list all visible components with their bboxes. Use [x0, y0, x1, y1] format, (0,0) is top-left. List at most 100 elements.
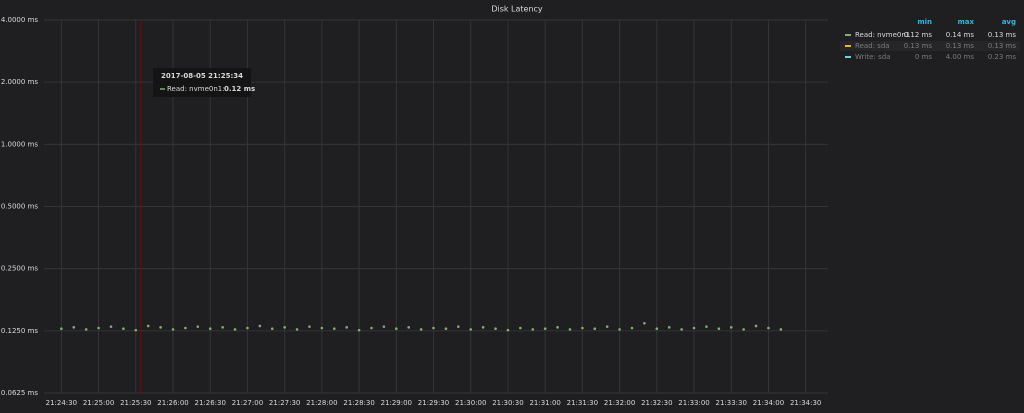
legend-stat: 0.13 ms [988, 31, 1017, 39]
point [97, 326, 100, 330]
y-tick-label: 0.0625 ms [1, 389, 39, 397]
point [680, 328, 683, 331]
point [84, 328, 88, 331]
x-tick-label: 21:33:30 [716, 399, 747, 407]
legend-stat: 0.13 ms [988, 42, 1017, 50]
x-tick-label: 21:27:00 [232, 399, 263, 407]
point [581, 326, 584, 330]
point [729, 326, 733, 329]
x-tick-label: 21:25:00 [83, 399, 114, 407]
x-tick-label: 21:25:30 [120, 399, 151, 407]
y-tick-label: 4.0000 ms [1, 16, 39, 24]
point [246, 326, 249, 330]
point [742, 328, 745, 331]
legend-name: Write: sda [855, 53, 890, 61]
point [270, 327, 274, 331]
tooltip-box [153, 68, 251, 97]
point [469, 328, 473, 331]
point [779, 328, 783, 331]
legend-stat: 4.00 ms [946, 53, 975, 61]
point [419, 328, 423, 331]
x-tick-label: 21:33:00 [678, 399, 709, 407]
x-tick-label: 21:26:00 [157, 399, 188, 407]
point [506, 328, 510, 332]
point [543, 327, 547, 331]
legend-name: Read: sda [855, 42, 890, 50]
point [122, 327, 125, 331]
x-tick-label: 21:28:00 [306, 399, 337, 407]
point [407, 326, 411, 329]
x-tick-label: 21:34:00 [753, 399, 784, 407]
point [754, 324, 758, 328]
point [667, 326, 671, 329]
y-tick-label: 1.0000 ms [1, 140, 39, 148]
point [196, 325, 200, 328]
point [208, 327, 212, 331]
point [233, 328, 237, 331]
point [767, 326, 770, 330]
y-tick-label: 2.0000 ms [1, 78, 39, 86]
point [717, 327, 721, 331]
tooltip-value: 0.12 ms [224, 85, 255, 93]
point [605, 325, 609, 328]
legend-stat: 0.12 ms [904, 31, 933, 39]
tooltip-time: 2017-08-05 21:25:34 [161, 72, 243, 80]
point [345, 326, 348, 329]
y-tick-label: 0.1250 ms [1, 327, 39, 335]
point [568, 328, 572, 331]
legend-stat: 0.13 ms [904, 42, 933, 50]
point [221, 326, 224, 329]
x-tick-label: 21:31:30 [567, 399, 598, 407]
x-tick-label: 21:31:00 [529, 399, 560, 407]
point [531, 328, 535, 331]
legend-name: Read: nvme0n1 [855, 31, 910, 39]
point [395, 327, 398, 331]
point [357, 328, 361, 332]
x-tick-label: 21:27:30 [269, 399, 300, 407]
point [630, 326, 634, 330]
x-tick-label: 21:32:30 [641, 399, 672, 407]
point [519, 326, 522, 330]
x-tick-label: 21:32:00 [604, 399, 635, 407]
legend-stat: 0.23 ms [988, 53, 1017, 61]
point [134, 328, 138, 332]
x-tick-label: 21:34:30 [790, 399, 821, 407]
point [320, 326, 324, 330]
x-tick-label: 21:30:30 [492, 399, 523, 407]
legend-stat: 0.13 ms [946, 42, 975, 50]
x-tick-label: 21:29:00 [381, 399, 412, 407]
point [618, 328, 621, 331]
point [444, 327, 448, 331]
point [593, 327, 597, 331]
x-tick-label: 21:30:00 [455, 399, 486, 407]
legend-stat: 0 ms [915, 53, 932, 61]
legend-header: avg [1002, 18, 1016, 26]
point [556, 326, 559, 329]
y-tick-label: 0.5000 ms [1, 203, 39, 211]
point [308, 325, 311, 328]
legend-row-bg [840, 41, 1020, 51]
point [370, 326, 373, 330]
point [109, 325, 113, 328]
point [159, 326, 162, 329]
point [258, 324, 262, 328]
tooltip-label: Read: nvme0n1: [167, 85, 225, 93]
y-tick-label: 0.2500 ms [1, 265, 39, 273]
point [283, 326, 286, 329]
x-tick-label: 21:24:30 [46, 399, 77, 407]
chart-title: Disk Latency [491, 5, 543, 14]
point [146, 324, 150, 328]
point [382, 325, 386, 328]
legend-stat: 0.14 ms [946, 31, 975, 39]
x-tick-label: 21:28:30 [343, 399, 374, 407]
point [481, 326, 485, 329]
point [171, 328, 175, 331]
x-tick-label: 21:26:30 [195, 399, 226, 407]
point [692, 326, 696, 330]
point [184, 326, 187, 330]
point [705, 325, 708, 328]
x-tick-label: 21:29:30 [418, 399, 449, 407]
point [457, 325, 460, 328]
point [295, 328, 299, 331]
